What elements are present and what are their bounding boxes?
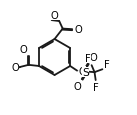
Text: F: F [104,59,110,69]
Text: O: O [73,81,81,91]
Text: O: O [89,53,97,63]
Text: O: O [50,11,58,20]
Text: O: O [20,45,28,55]
Text: O: O [74,25,82,35]
Text: F: F [93,82,99,92]
Text: S: S [82,67,89,77]
Text: O: O [11,62,19,72]
Text: O: O [79,66,86,76]
Text: F: F [85,54,91,64]
